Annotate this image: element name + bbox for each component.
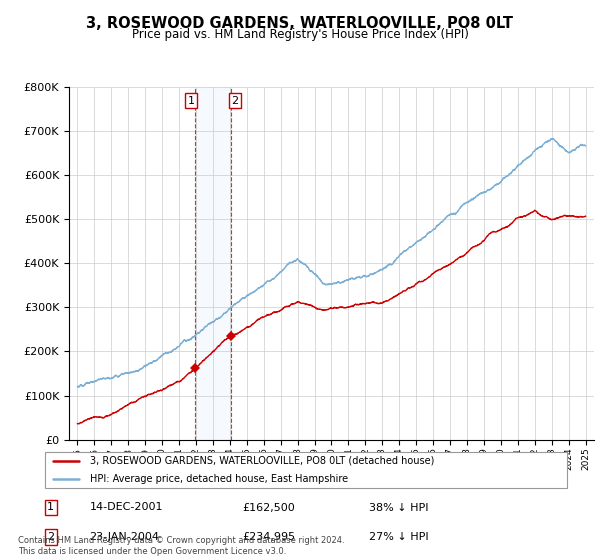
Text: 14-DEC-2001: 14-DEC-2001 — [89, 502, 163, 512]
Text: 2: 2 — [47, 532, 55, 542]
Text: Contains HM Land Registry data © Crown copyright and database right 2024.
This d: Contains HM Land Registry data © Crown c… — [18, 536, 344, 556]
Text: £162,500: £162,500 — [242, 502, 295, 512]
Text: £234,995: £234,995 — [242, 532, 296, 542]
Text: 27% ↓ HPI: 27% ↓ HPI — [370, 532, 429, 542]
Text: 23-JAN-2004: 23-JAN-2004 — [89, 532, 160, 542]
Text: 38% ↓ HPI: 38% ↓ HPI — [370, 502, 429, 512]
Text: Price paid vs. HM Land Registry's House Price Index (HPI): Price paid vs. HM Land Registry's House … — [131, 28, 469, 41]
Text: 3, ROSEWOOD GARDENS, WATERLOOVILLE, PO8 0LT: 3, ROSEWOOD GARDENS, WATERLOOVILLE, PO8 … — [86, 16, 514, 31]
FancyBboxPatch shape — [44, 452, 568, 488]
Text: 3, ROSEWOOD GARDENS, WATERLOOVILLE, PO8 0LT (detached house): 3, ROSEWOOD GARDENS, WATERLOOVILLE, PO8 … — [89, 456, 434, 465]
Text: HPI: Average price, detached house, East Hampshire: HPI: Average price, detached house, East… — [89, 474, 347, 484]
Text: 2: 2 — [232, 96, 239, 106]
Bar — [195, 87, 231, 440]
Text: 1: 1 — [47, 502, 54, 512]
Text: 1: 1 — [187, 96, 194, 106]
